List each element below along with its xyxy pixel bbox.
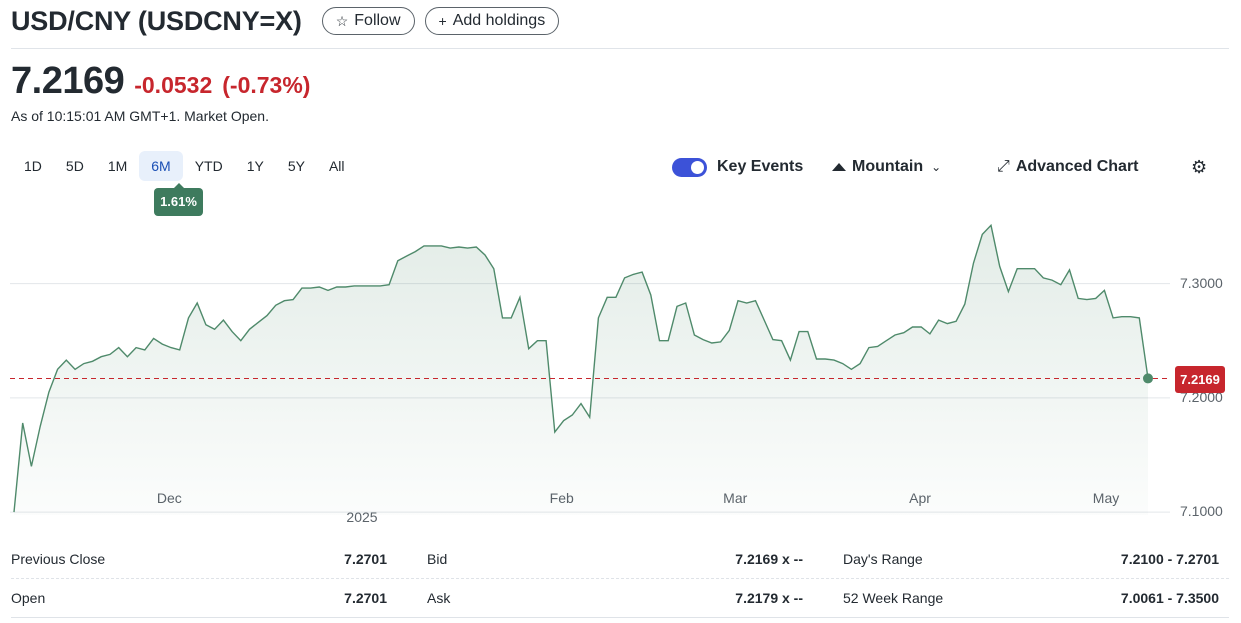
chart-settings-button[interactable]: ⚙ xyxy=(1191,152,1207,182)
stat-label: Open xyxy=(11,590,46,606)
stat-value: 7.2701 xyxy=(344,590,387,606)
x-tick-label: Apr xyxy=(909,490,931,506)
current-price: 7.2169 xyxy=(11,60,125,102)
y-tick-label: 7.3000 xyxy=(1180,274,1223,291)
chevron-down-icon: ⌄ xyxy=(931,160,942,174)
price-row: 7.2169 -0.0532 (-0.73%) xyxy=(11,60,310,103)
stat-label: Day's Range xyxy=(843,551,923,567)
table-row: Open 7.2701 Ask 7.2179 x -- 52 Week Rang… xyxy=(11,579,1229,618)
chart-type-dropdown[interactable]: Mountain ⌄ xyxy=(832,152,941,182)
x-tick-label: Mar xyxy=(723,490,748,506)
last-price-marker xyxy=(1143,373,1153,384)
tab-all[interactable]: All xyxy=(328,158,345,174)
stat-value: 7.2100 - 7.2701 xyxy=(1120,551,1219,567)
follow-button[interactable]: ☆ Follow xyxy=(321,7,415,35)
stat-value: 7.0061 - 7.3500 xyxy=(1120,590,1219,606)
range-performance-badge: 1.61% xyxy=(154,183,203,216)
advanced-chart-label: Advanced Chart xyxy=(1015,158,1139,175)
tab-ytd[interactable]: YTD xyxy=(194,158,223,174)
price-chart[interactable]: 7.3000 7.2000 7.1000 Dec Feb Mar Apr May… xyxy=(0,195,1241,530)
price-chart-svg xyxy=(10,223,1170,516)
price-line xyxy=(13,223,1149,513)
tab-6m[interactable]: 6M xyxy=(139,151,183,181)
add-holdings-button[interactable]: + Add holdings xyxy=(424,7,560,35)
toggle-switch-icon[interactable] xyxy=(672,157,707,177)
current-value-tag: 7.2169 xyxy=(1175,365,1225,393)
stat-label: Bid xyxy=(427,551,448,567)
market-status: As of 10:15:01 AM GMT+1. Market Open. xyxy=(11,108,269,124)
tab-1y[interactable]: 1Y xyxy=(246,158,264,174)
chart-type-label: Mountain xyxy=(852,158,924,175)
header-divider xyxy=(11,48,1229,49)
add-holdings-label: Add holdings xyxy=(452,12,546,29)
year-label: 2025 xyxy=(346,509,378,525)
quote-stats-table: Previous Close 7.2701 Bid 7.2169 x -- Da… xyxy=(11,540,1229,618)
price-change-percent: (-0.73%) xyxy=(222,72,311,98)
x-tick-label: Dec xyxy=(156,490,182,506)
range-tabs: 1D 5D 1M 6M YTD 1Y 5Y All xyxy=(12,151,357,181)
star-icon: ☆ xyxy=(335,13,349,29)
x-tick-label: May xyxy=(1092,490,1120,506)
mountain-icon xyxy=(832,163,846,171)
gear-icon: ⚙ xyxy=(1191,156,1208,177)
stat-value: 7.2169 x -- xyxy=(735,551,803,567)
key-events-label: Key Events xyxy=(717,158,804,175)
follow-label: Follow xyxy=(354,12,401,29)
stat-label: Ask xyxy=(427,590,451,606)
tab-5y[interactable]: 5Y xyxy=(287,158,305,174)
advanced-chart-button[interactable]: ⤢ Advanced Chart xyxy=(997,152,1139,182)
stat-label: Previous Close xyxy=(11,551,106,567)
tab-1d[interactable]: 1D xyxy=(24,158,42,174)
tab-5d[interactable]: 5D xyxy=(65,158,84,174)
tab-1m[interactable]: 1M xyxy=(107,158,128,174)
stat-value: 7.2179 x -- xyxy=(735,590,803,606)
plus-icon: + xyxy=(438,13,447,29)
stat-value: 7.2701 xyxy=(344,551,387,567)
x-tick-label: Feb xyxy=(549,490,574,506)
stat-label: 52 Week Range xyxy=(843,590,944,606)
page-title: USD/CNY (USDCNY=X) xyxy=(11,5,302,36)
price-change: -0.0532 xyxy=(134,72,213,98)
key-events-toggle[interactable]: Key Events xyxy=(672,152,803,182)
y-tick-label: 7.1000 xyxy=(1180,503,1223,520)
expand-icon: ⤢ xyxy=(997,158,1010,175)
quote-header: USD/CNY (USDCNY=X) ☆ Follow + Add holdin… xyxy=(11,5,560,37)
table-row: Previous Close 7.2701 Bid 7.2169 x -- Da… xyxy=(11,540,1229,579)
price-area-fill xyxy=(14,225,1148,516)
y-tick-label: 7.2000 xyxy=(1180,388,1223,405)
